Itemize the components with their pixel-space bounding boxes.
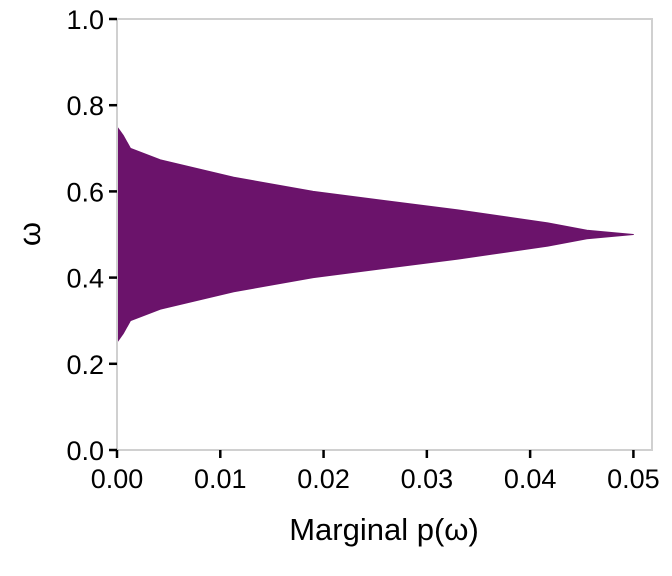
y-tick-label: 0.4 (66, 264, 104, 294)
x-ticks: 0.00 0.01 0.02 0.03 0.04 0.05 (91, 450, 660, 494)
y-ticks: 0.0 0.2 0.4 0.6 0.8 1.0 (66, 5, 117, 466)
y-tick-label: 0.8 (66, 91, 104, 121)
y-tick-label: 0.6 (66, 177, 104, 207)
x-tick-label: 0.01 (194, 464, 247, 494)
y-tick-label: 0.2 (66, 350, 104, 380)
plot-frame (116, 18, 653, 451)
y-tick-label: 1.0 (66, 5, 104, 35)
x-tick-label: 0.03 (401, 464, 454, 494)
x-tick-label: 0.05 (607, 464, 660, 494)
x-tick-label: 0.02 (297, 464, 350, 494)
plot-border (116, 18, 653, 451)
x-axis-label: Marginal p(ω) (289, 512, 479, 547)
y-axis-label: ω (12, 222, 47, 246)
density-area (116, 126, 634, 343)
y-tick-label: 0.0 (66, 436, 104, 466)
x-tick-label: 0.04 (504, 464, 557, 494)
x-tick-label: 0.00 (91, 464, 144, 494)
